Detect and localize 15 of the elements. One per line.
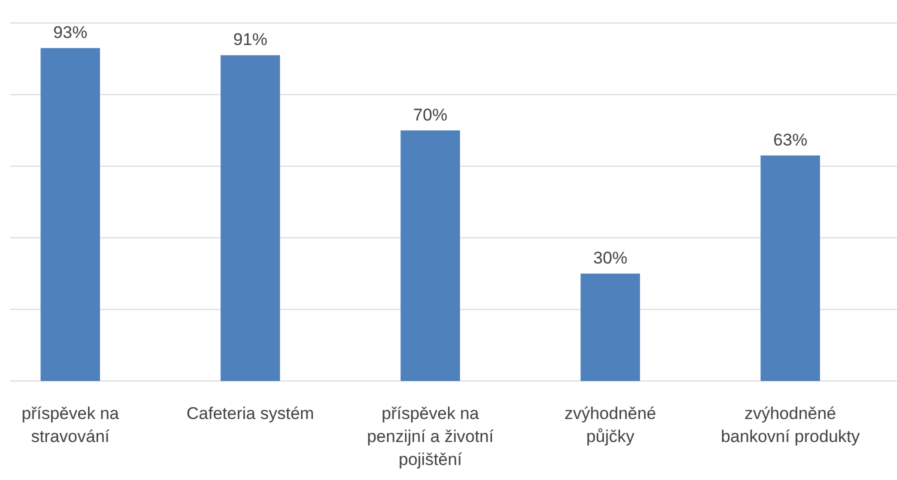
- data-label: 30%: [593, 248, 628, 268]
- bar: [400, 130, 460, 381]
- bar: [760, 155, 820, 381]
- x-tick-label: Cafeteria systém: [186, 404, 314, 423]
- bar: [220, 55, 280, 381]
- bar: [40, 48, 100, 381]
- x-tick-label: zvýhodněné bankovní produkty: [720, 404, 860, 446]
- x-tick-label: příspěvek na penzijní a životní pojištění: [366, 404, 494, 469]
- bar: [580, 274, 640, 381]
- x-tick-label: zvýhodněné půjčky: [564, 404, 656, 446]
- data-label: 70%: [413, 105, 448, 124]
- data-label: 63%: [773, 130, 808, 150]
- x-tick-label: příspěvek na stravování: [22, 404, 120, 446]
- data-label: 91%: [233, 30, 268, 50]
- data-label: 93%: [53, 23, 88, 42]
